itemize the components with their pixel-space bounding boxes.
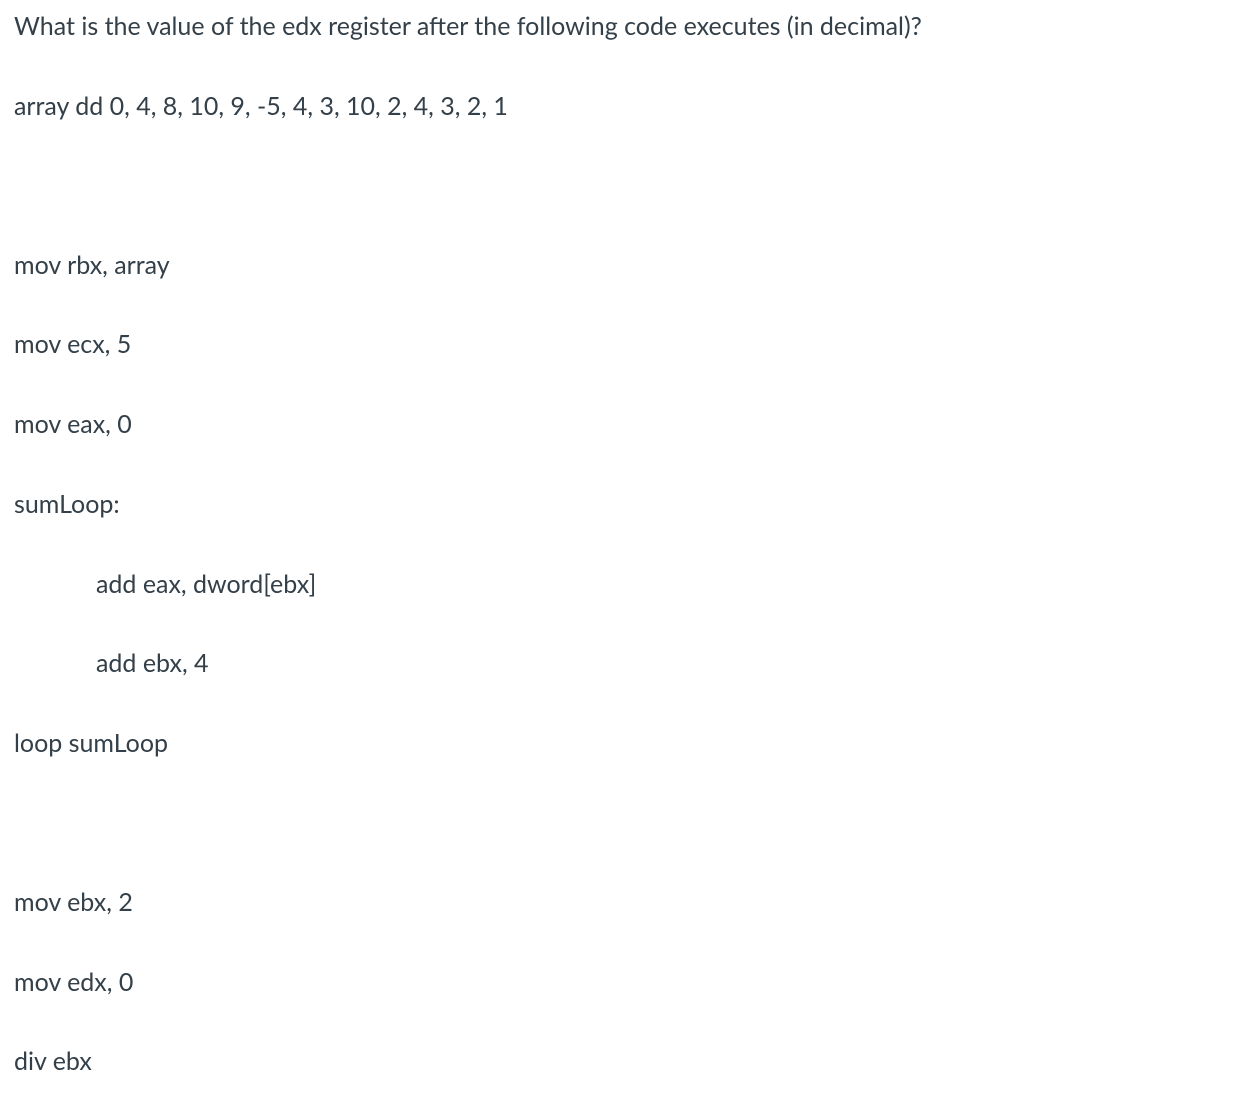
code-line: mov edx, 0 — [14, 966, 1240, 1000]
code-line-indented: add ebx, 4 — [14, 647, 1240, 681]
array-definition: array dd 0, 4, 8, 10, 9, -5, 4, 3, 10, 2… — [14, 90, 1240, 124]
code-line: div ebx — [14, 1045, 1240, 1079]
code-line: mov rbx, array — [14, 249, 1240, 283]
code-line: loop sumLoop — [14, 727, 1240, 761]
code-line: mov ecx, 5 — [14, 328, 1240, 362]
code-line: mov eax, 0 — [14, 408, 1240, 442]
code-label: sumLoop: — [14, 488, 1240, 522]
code-line: mov ebx, 2 — [14, 886, 1240, 920]
code-line-indented: add eax, dword[ebx] — [14, 568, 1240, 602]
question-text: What is the value of the edx register af… — [14, 10, 1240, 44]
